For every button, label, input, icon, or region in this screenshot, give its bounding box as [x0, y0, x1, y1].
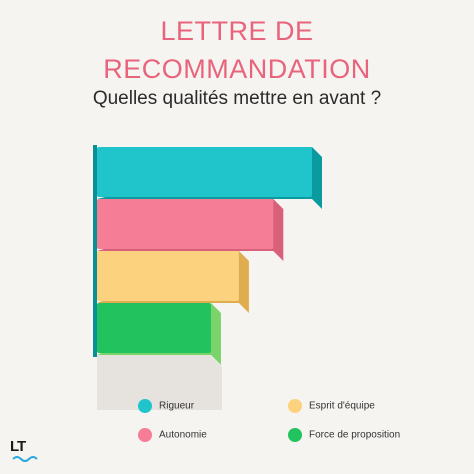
chart-title: LETTRE DE RECOMMANDATION [103, 16, 371, 84]
axis-edge [93, 145, 97, 357]
legend-swatch [138, 399, 152, 413]
legend-swatch [138, 428, 152, 442]
bar [97, 199, 274, 249]
logo-wave [12, 456, 38, 462]
bar [97, 251, 239, 301]
legend-label: Rigueur [159, 401, 195, 412]
logo: LT [10, 438, 26, 455]
floor-shadow [97, 355, 222, 410]
legend-label: Autonomie [159, 430, 207, 441]
bar [97, 303, 211, 353]
legend-swatch [288, 428, 302, 442]
chart-subtitle: Quelles qualités mettre en avant ? [92, 88, 382, 109]
legend-label: Force de proposition [309, 430, 400, 441]
legend-swatch [288, 399, 302, 413]
bar [97, 147, 312, 197]
legend-label: Esprit d'équipe [309, 401, 375, 412]
